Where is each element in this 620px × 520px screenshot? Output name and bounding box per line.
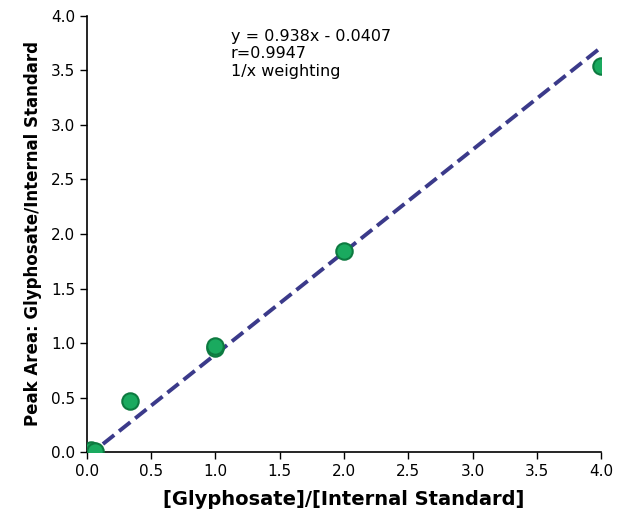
Point (86, 446, 96, 454)
X-axis label: [Glyphosate]/[Internal Standard]: [Glyphosate]/[Internal Standard] (164, 490, 525, 509)
Text: y = 0.938x - 0.0407
r=0.9947
1/x weighting: y = 0.938x - 0.0407 r=0.9947 1/x weighti… (231, 29, 391, 79)
Point (210, 343, 221, 352)
Point (125, 397, 135, 405)
Point (210, 342, 221, 350)
Point (339, 248, 349, 256)
Y-axis label: Peak Area: Glyphosate/Internal Standard: Peak Area: Glyphosate/Internal Standard (24, 42, 42, 426)
Point (596, 62, 606, 70)
Point (91, 447, 100, 456)
